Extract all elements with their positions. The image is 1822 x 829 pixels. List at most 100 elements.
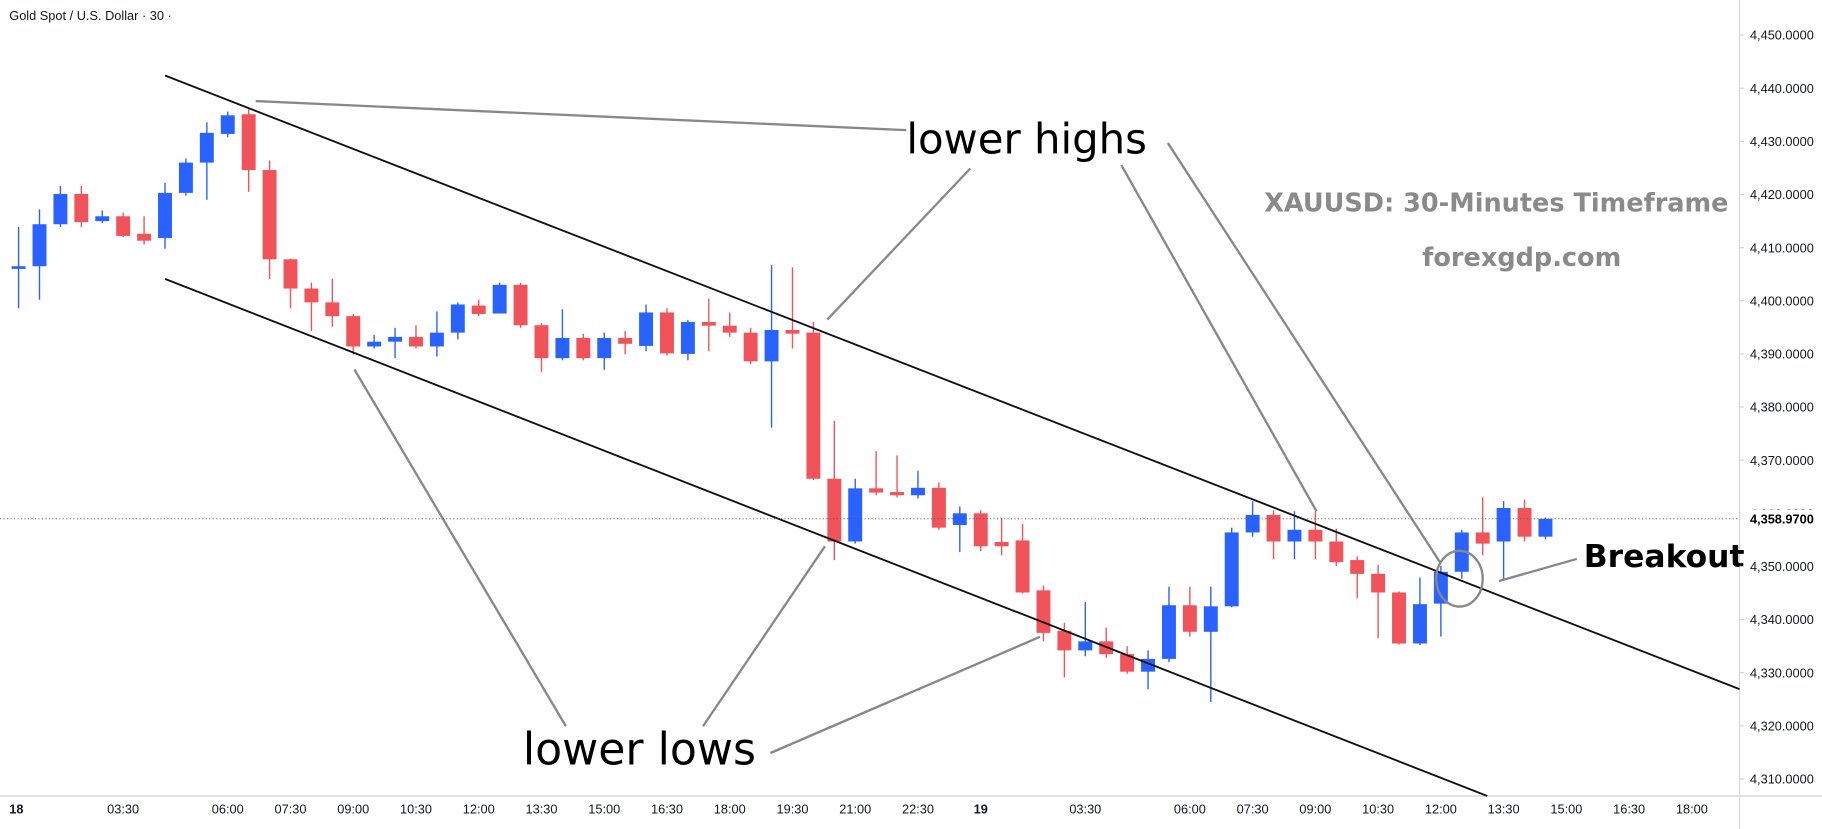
candle-body (304, 288, 319, 303)
candle-body (1371, 573, 1386, 593)
candle-body (764, 329, 779, 362)
x-tick-label: 21:00 (839, 801, 871, 816)
candle-body (1329, 541, 1344, 563)
candle-body (1182, 605, 1197, 632)
y-tick-label: 4,440.0000 (1750, 81, 1814, 96)
watermark: XAUUSD: 30-Minutes Timeframe (1264, 188, 1728, 218)
x-tick-label: 03:30 (1069, 801, 1101, 816)
candle-body (1412, 604, 1427, 644)
y-tick-label: 4,400.0000 (1750, 293, 1814, 308)
candle-body (450, 304, 465, 333)
x-tick-label: 07:30 (1237, 801, 1269, 816)
candle-body (1203, 606, 1218, 632)
candle-body (1245, 514, 1260, 533)
candle-body (1517, 507, 1532, 537)
candle-body (74, 193, 89, 223)
candle-body (618, 337, 633, 344)
pointer-line (255, 99, 907, 132)
candle-body (283, 259, 298, 289)
candle-body (471, 305, 486, 315)
candle-body (1308, 529, 1323, 542)
candle-body (11, 266, 26, 269)
channel-lower-line (164, 278, 1488, 797)
y-tick-label: 4,450.0000 (1750, 28, 1814, 43)
candle-body (1057, 630, 1072, 651)
pointer-line (702, 545, 826, 727)
candle-body (95, 216, 110, 222)
candle-body (555, 337, 570, 359)
breakout-circle (1435, 549, 1484, 608)
x-tick-label: 09:00 (1299, 801, 1331, 816)
x-tick-label: 15:00 (588, 801, 620, 816)
x-tick-label: 19 (974, 801, 988, 816)
candle-body (241, 114, 256, 171)
x-tick-label: 03:30 (107, 801, 139, 816)
candle-body (701, 322, 716, 326)
x-tick-label: 09:00 (337, 801, 369, 816)
x-tick-label: 10:30 (400, 801, 432, 816)
candle-body (346, 316, 361, 347)
x-tick-label: 06:00 (212, 801, 244, 816)
y-tick-label: 4,410.0000 (1750, 240, 1814, 255)
x-tick-label: 16:30 (1613, 801, 1645, 816)
x-tick-label: 10:30 (1362, 801, 1394, 816)
candle-body (1496, 507, 1511, 542)
candle-body (869, 488, 884, 493)
candle-body (492, 284, 507, 314)
candle-body (597, 337, 612, 359)
annotation: lower highs (906, 114, 1147, 163)
candle-body (827, 478, 842, 542)
candle-body (513, 284, 528, 326)
pointer-line (826, 167, 972, 321)
candle-body (1350, 560, 1365, 574)
candle-body (220, 115, 235, 134)
candle-body (722, 325, 737, 333)
candle-body (743, 332, 758, 362)
chart-title: Gold Spot / U.S. Dollar · 30 · (9, 8, 171, 23)
candle-body (137, 233, 152, 241)
candle-body (1015, 540, 1030, 593)
x-tick-label: 13:30 (1488, 801, 1520, 816)
pointer-line (1166, 142, 1442, 565)
candle-body (806, 332, 821, 479)
y-tick-label: 4,390.0000 (1750, 347, 1814, 362)
y-tick-label: 4,320.0000 (1750, 719, 1814, 734)
candle-body (1120, 654, 1135, 672)
candle-body (1266, 514, 1281, 542)
candle-body (534, 325, 549, 359)
x-tick-label: 18:00 (1676, 801, 1708, 816)
candle-body (388, 336, 403, 342)
x-tick-label: 18 (9, 801, 23, 816)
candle-body (1078, 641, 1093, 651)
y-tick-label: 4,310.0000 (1750, 772, 1814, 787)
pointer-line (1498, 557, 1578, 583)
y-tick-label: 4,370.0000 (1750, 453, 1814, 468)
x-tick-label: 22:30 (902, 801, 934, 816)
candle-body (1392, 592, 1407, 644)
candle-body (994, 542, 1009, 547)
candle-body (680, 322, 695, 354)
y-tick-label: 4,380.0000 (1750, 400, 1814, 415)
watermark: forexgdp.com (1422, 243, 1621, 273)
candle-body (199, 132, 214, 163)
x-tick-label: 12:00 (1425, 801, 1457, 816)
annotation: Breakout (1584, 539, 1745, 575)
y-tick-label: 4,420.0000 (1750, 187, 1814, 202)
candle-body (325, 302, 340, 317)
candle-body (1538, 518, 1553, 537)
candle-body (1161, 605, 1176, 659)
candle-body (53, 193, 68, 225)
y-tick-label: 4,330.0000 (1750, 665, 1814, 680)
candle-body (785, 329, 800, 334)
x-tick-label: 06:00 (1174, 801, 1206, 816)
x-tick-label: 16:30 (651, 801, 683, 816)
candle-body (911, 487, 925, 496)
candle-body (890, 492, 905, 496)
candle-body (1287, 529, 1302, 542)
x-tick-label: 15:00 (1550, 801, 1582, 816)
candle-body (409, 336, 423, 347)
pointer-line (1120, 164, 1318, 512)
x-tick-label: 18:00 (714, 801, 746, 816)
